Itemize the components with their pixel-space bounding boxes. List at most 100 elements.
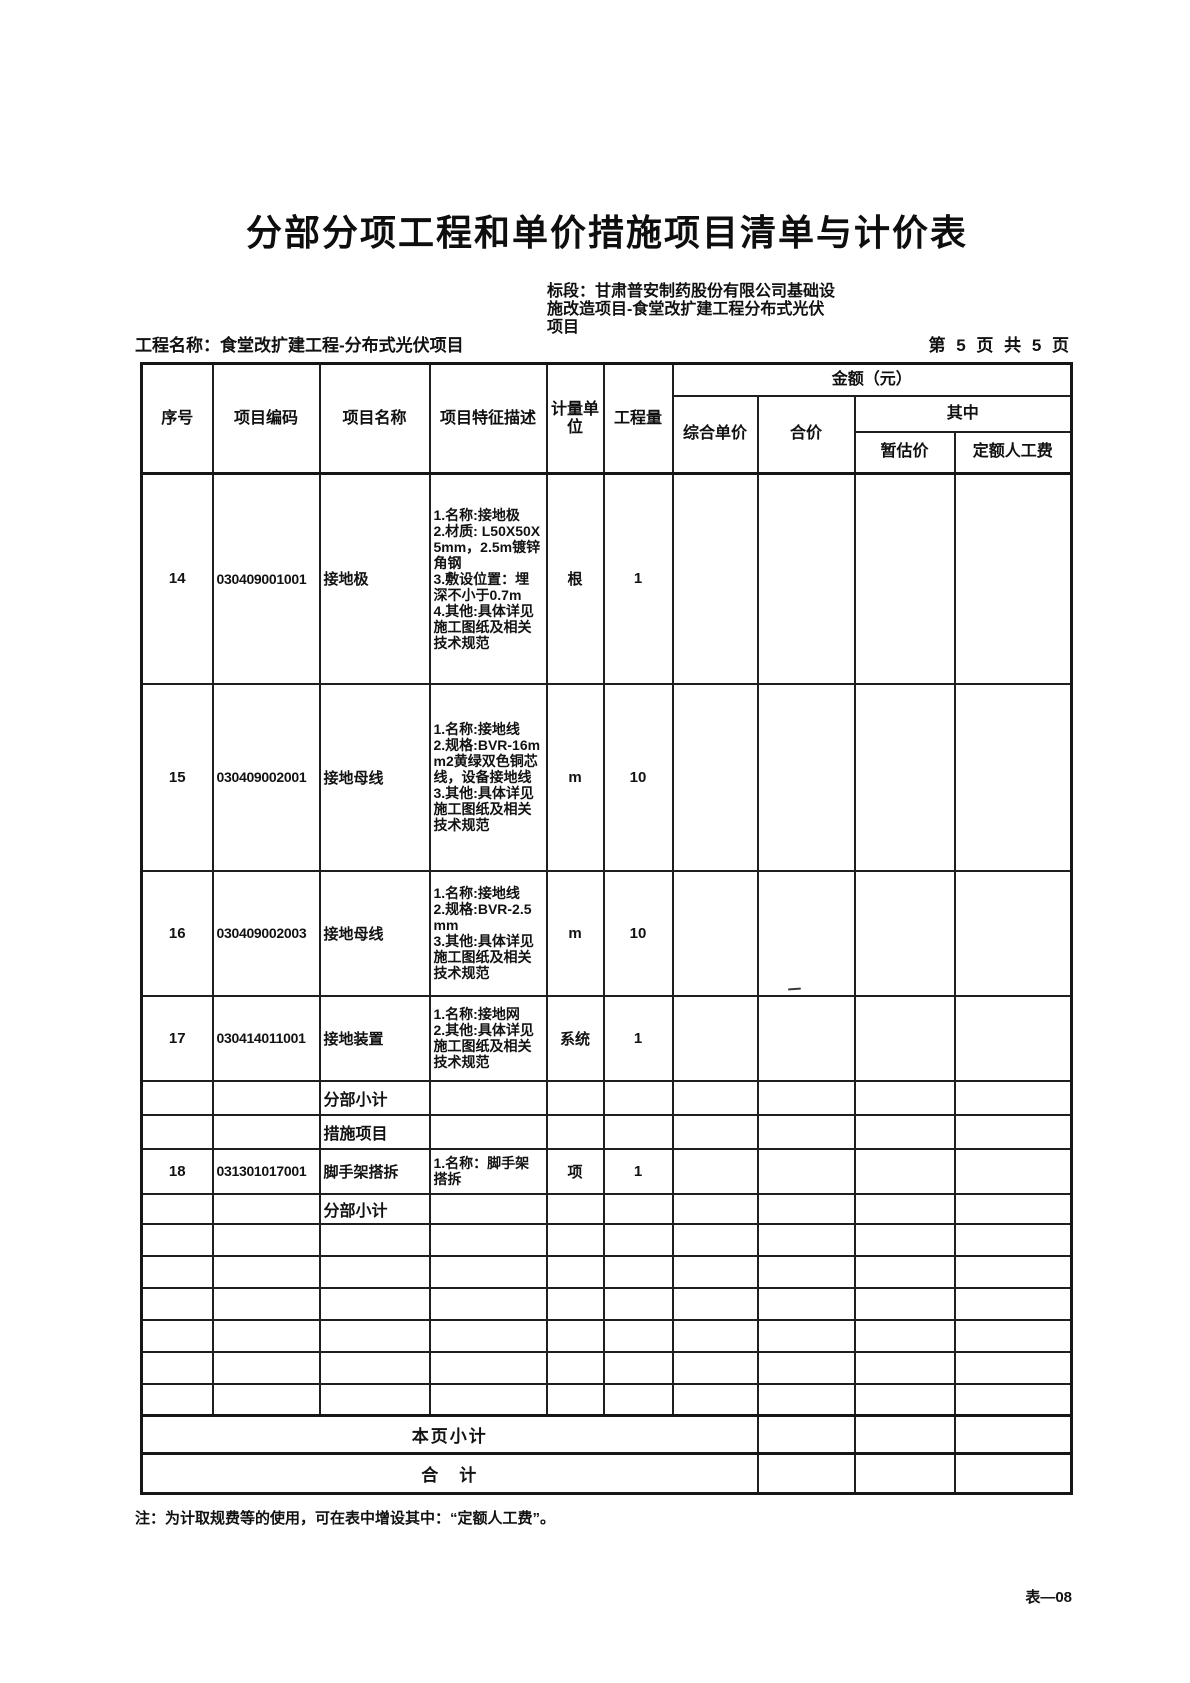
cell-qty: 10 [602, 869, 674, 997]
cell-code: 031301017001 [211, 1147, 321, 1195]
cell-seq [140, 1192, 214, 1225]
cell-unit: m [545, 869, 605, 997]
cell-name [318, 1350, 431, 1385]
cell-seq: 14 [140, 472, 214, 685]
cell-code [211, 1350, 321, 1385]
cell-code [211, 1222, 321, 1257]
cell-provisional [853, 1113, 956, 1150]
cell-labor-fee [953, 472, 1073, 685]
cell-seq [140, 1286, 214, 1321]
cell-total-price [756, 869, 856, 997]
summary-row: 本页小计 [140, 1414, 1073, 1455]
cell-unit-price [671, 869, 759, 997]
cell-code: 030409001001 [211, 472, 321, 685]
cell-name: 接地母线 [318, 682, 431, 872]
cell-name: 接地装置 [318, 994, 431, 1082]
cell-code [211, 1318, 321, 1353]
cell-seq: 17 [140, 994, 214, 1082]
page-title: 分部分项工程和单价措施项目清单与计价表 [245, 212, 968, 253]
cell-feature: 1.名称:接地线 2.规格:BVR-2.5mm 3.其他:具体详见施工图纸及相关… [428, 869, 548, 997]
cell-unit: m [545, 682, 605, 872]
cell-unit: 系统 [545, 994, 605, 1082]
cell-qty: 1 [602, 994, 674, 1082]
table-header: 序号 项目编码 项目名称 项目特征描述 计量单位 工程量 金额（元） 综合单价 … [140, 362, 1073, 475]
header-total-price: 合价 [756, 394, 856, 475]
cell-labor-fee [953, 1147, 1073, 1195]
cell-code: 030414011001 [211, 994, 321, 1082]
cell-labor-fee [953, 1222, 1073, 1257]
cell-feature [428, 1382, 548, 1417]
cell-unit [545, 1318, 605, 1353]
cell-unit-price [671, 1222, 759, 1257]
subtotal-row: 措施项目 [140, 1113, 1073, 1150]
cell-seq [140, 1318, 214, 1353]
cell-name [318, 1222, 431, 1257]
summary-label: 合 计 [140, 1452, 759, 1495]
cell-qty [602, 1113, 674, 1150]
cell-unit [545, 1254, 605, 1289]
header-comp-unit-price: 综合单价 [671, 394, 759, 475]
cell-provisional [853, 1079, 956, 1116]
cell-seq: 16 [140, 869, 214, 997]
cell-feature [428, 1254, 548, 1289]
header-unit: 计量单位 [545, 362, 605, 475]
table-body: 14 030409001001 接地极 1.名称:接地极 2.材质: L50X50X5… [140, 472, 1073, 1495]
cell-qty [602, 1079, 674, 1116]
boq-table: 序号 项目编码 项目名称 项目特征描述 计量单位 工程量 金额（元） 综合单价 … [140, 362, 1074, 1495]
cell-feature: 1.名称:接地极 2.材质: L50X50X5mm，2.5m镀锌角钢 3.敷设位… [428, 472, 548, 685]
cell-code: 030409002001 [211, 682, 321, 872]
cell-total-price [756, 1382, 856, 1417]
bid-section-label: 标段：甘肃普安制药股份有限公司基础设 施改造项目-食堂改扩建工程分布式光伏 项目 [547, 283, 883, 337]
cell-unit-price [671, 1079, 759, 1116]
cell-provisional [853, 1222, 956, 1257]
cell-feature [428, 1286, 548, 1321]
empty-row [140, 1350, 1073, 1385]
cell-qty [602, 1286, 674, 1321]
cell-provisional [853, 1452, 956, 1495]
cell-provisional [853, 869, 956, 997]
cell-total-price [756, 1113, 856, 1150]
cell-provisional [853, 1414, 956, 1455]
cell-feature: 1.名称：脚手架搭拆 [428, 1147, 548, 1195]
cell-code [211, 1286, 321, 1321]
cell-code [211, 1382, 321, 1417]
cell-total-price [756, 1079, 856, 1116]
cell-total-price [756, 1222, 856, 1257]
cell-seq [140, 1222, 214, 1257]
cell-unit-price [671, 1382, 759, 1417]
cell-qty [602, 1254, 674, 1289]
cell-qty [602, 1318, 674, 1353]
cell-labor-fee [953, 1286, 1073, 1321]
cell-unit-price [671, 1254, 759, 1289]
cell-name: 接地极 [318, 472, 431, 685]
cell-labor-fee [953, 1192, 1073, 1225]
cell-name: 分部小计 [318, 1079, 431, 1116]
cell-feature [428, 1318, 548, 1353]
footnote: 注：为计取规费等的使用，可在表中增设其中：“定额人工费”。 [135, 1510, 556, 1527]
cell-seq [140, 1079, 214, 1116]
cell-labor-fee [953, 1414, 1073, 1455]
page-number-indicator: 第 5 页 共 5 页 [928, 336, 1072, 355]
cell-seq [140, 1113, 214, 1150]
cell-seq [140, 1382, 214, 1417]
cell-unit [545, 1350, 605, 1385]
project-name-label: 工程名称：食堂改扩建工程-分布式光伏项目 [135, 336, 464, 355]
cell-feature: 1.名称:接地网 2.其他:具体详见施工图纸及相关技术规范 [428, 994, 548, 1082]
cell-unit [545, 1222, 605, 1257]
cell-unit [545, 1079, 605, 1116]
cell-provisional [853, 1318, 956, 1353]
subtotal-row: 分部小计 [140, 1079, 1073, 1116]
cell-feature: 1.名称:接地线 2.规格:BVR-16mm2黄绿双色铜芯线，设备接地线 3.其… [428, 682, 548, 872]
bid-section-line: 项目 [547, 319, 580, 336]
header-qty: 工程量 [602, 362, 674, 475]
cell-name: 脚手架搭拆 [318, 1147, 431, 1195]
empty-row [140, 1254, 1073, 1289]
cell-unit-price [671, 1147, 759, 1195]
header-feature: 项目特征描述 [428, 362, 548, 475]
table-row: 14 030409001001 接地极 1.名称:接地极 2.材质: L50X50X5… [140, 472, 1073, 685]
cell-qty [602, 1350, 674, 1385]
cell-feature [428, 1350, 548, 1385]
cell-total-price [756, 1318, 856, 1353]
cell-name [318, 1286, 431, 1321]
cell-qty [602, 1192, 674, 1225]
